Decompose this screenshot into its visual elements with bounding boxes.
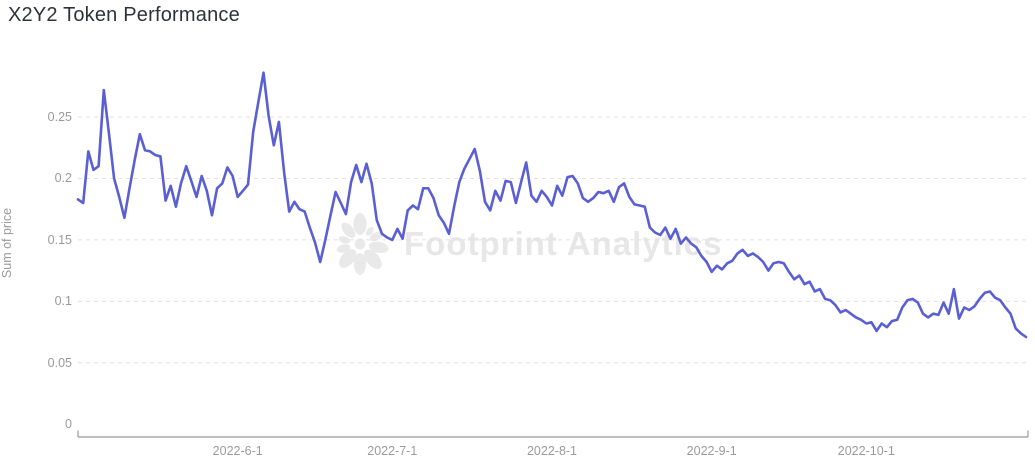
y-tick-label: 0.25 <box>47 110 72 124</box>
y-tick-label: 0.2 <box>54 171 72 186</box>
x-tick-label: 2022-6-1 <box>212 444 263 458</box>
chart-title: X2Y2 Token Performance <box>8 4 240 26</box>
y-tick-label: 0 <box>65 417 72 432</box>
x-tick-label: 2022-7-1 <box>367 444 418 458</box>
y-tick-label: 0.1 <box>54 294 72 309</box>
x-tick-label: 2022-10-1 <box>837 444 895 458</box>
price-line-series <box>76 71 1028 339</box>
y-tick-label: 0.15 <box>47 232 72 247</box>
x-tick-label: 2022-8-1 <box>526 444 578 458</box>
x-tick-label: 2022-9-1 <box>686 444 737 458</box>
y-tick-label: 0.05 <box>47 355 72 370</box>
